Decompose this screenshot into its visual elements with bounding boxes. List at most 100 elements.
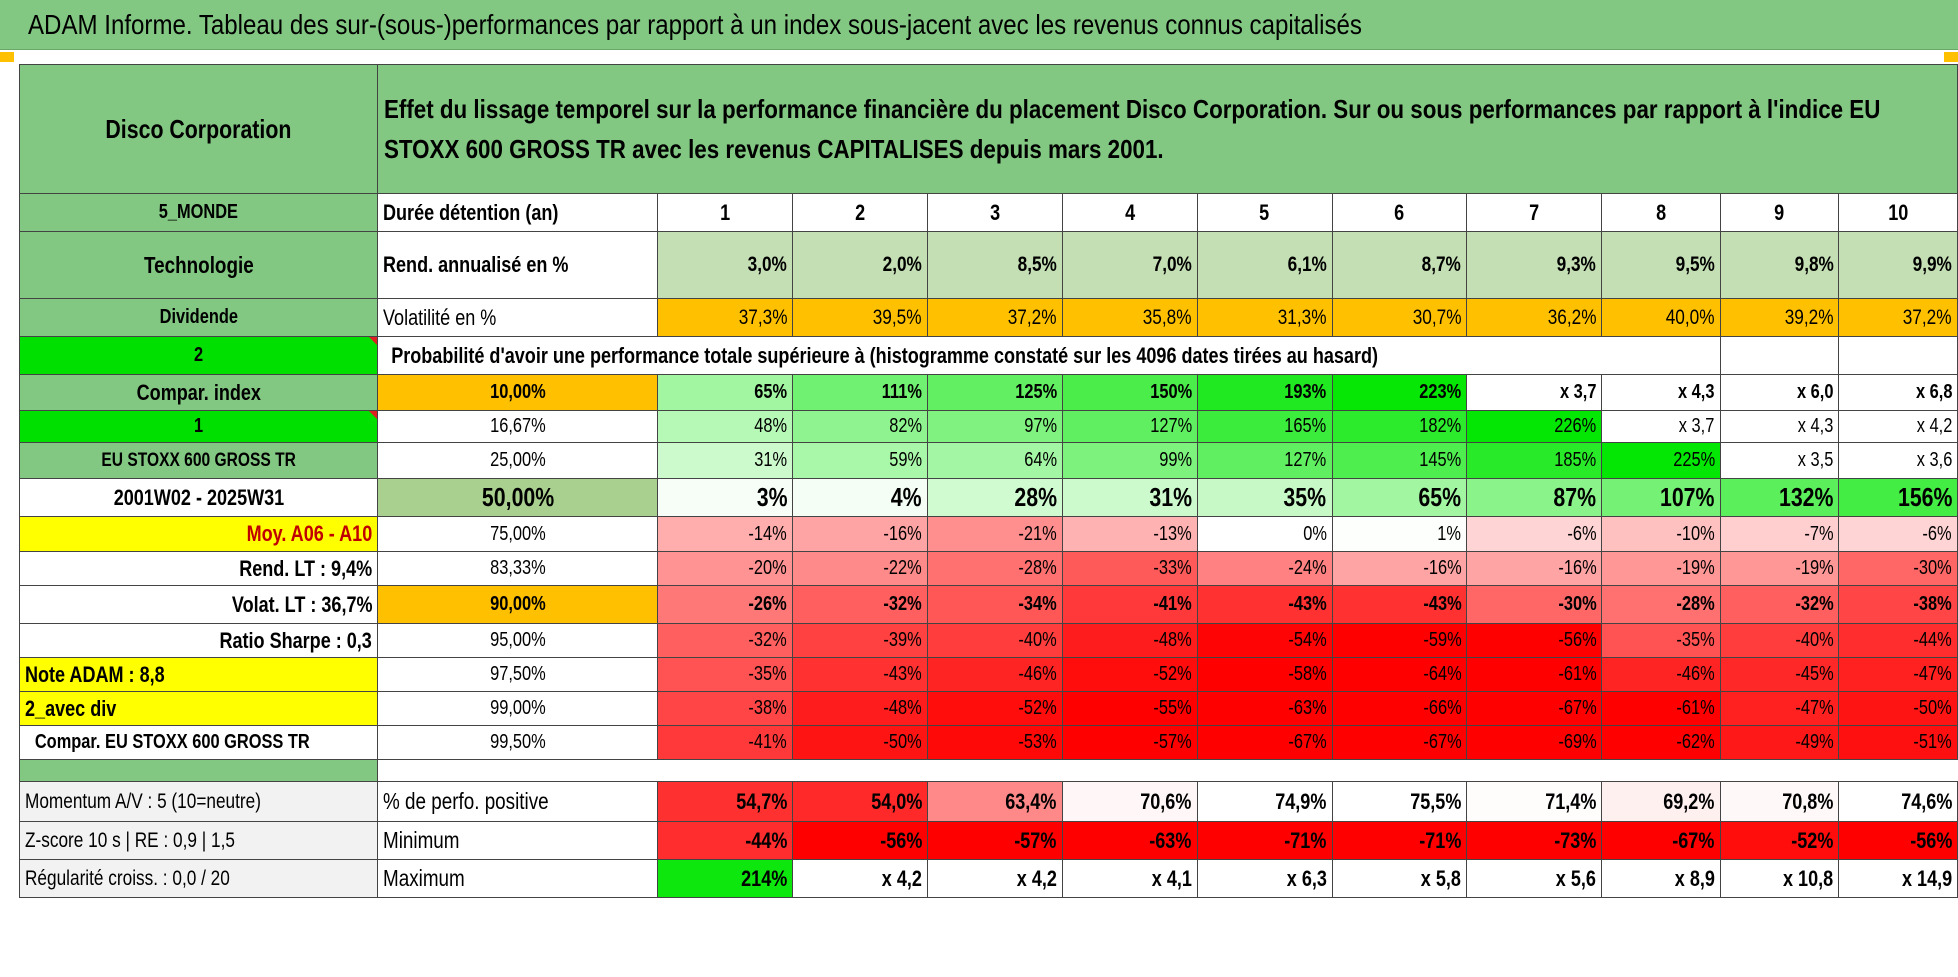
value-cell: -67% xyxy=(1196,725,1333,760)
value-cell: -35% xyxy=(657,657,794,692)
period-cell[interactable]: 2001W02 - 2025W31 xyxy=(18,478,379,517)
value-cell: -32% xyxy=(792,585,928,624)
summary-value-cell: 69,2% xyxy=(1601,781,1721,822)
value-cell: 65% xyxy=(1331,478,1468,517)
avec-div-cell[interactable]: 2_avec div xyxy=(18,691,379,726)
summary-value-cell: 70,8% xyxy=(1719,781,1840,822)
value-cell: 82% xyxy=(792,410,928,443)
vol-cell: 40,0% xyxy=(1601,298,1721,337)
summary-value-cell: -63% xyxy=(1061,821,1198,860)
value-cell: -62% xyxy=(1601,725,1721,760)
compar-full-cell[interactable]: Compar. EU STOXX 600 GROSS TR xyxy=(18,725,379,760)
value-cell: -39% xyxy=(792,623,928,658)
value-cell: 59% xyxy=(792,442,928,479)
value-cell: -49% xyxy=(1719,725,1840,760)
value-cell: -61% xyxy=(1601,691,1721,726)
value-cell: -53% xyxy=(926,725,1063,760)
duree-label: Durée détention (an) xyxy=(377,193,659,232)
value-cell: 3% xyxy=(657,478,794,517)
value-cell: -45% xyxy=(1719,657,1840,692)
company-cell[interactable]: Disco Corporation xyxy=(18,64,379,194)
value-cell: -59% xyxy=(1331,623,1468,658)
value-cell: -51% xyxy=(1838,725,1958,760)
value-cell: 31% xyxy=(1061,478,1198,517)
rend-cell: 7,0% xyxy=(1061,231,1198,299)
summary-value-cell: 74,9% xyxy=(1196,781,1333,822)
quantile-label: 99,00% xyxy=(377,691,659,726)
value-cell: -40% xyxy=(1719,623,1840,658)
quantile-label: 16,67% xyxy=(377,410,659,443)
left-edge-marker xyxy=(0,52,14,62)
value-cell: -13% xyxy=(1061,516,1198,552)
vol-cell: 39,5% xyxy=(792,298,928,337)
rend-cell: 2,0% xyxy=(792,231,928,299)
value-cell: 156% xyxy=(1838,478,1958,517)
rend-lt-cell[interactable]: Rend. LT : 9,4% xyxy=(18,551,379,586)
compar-index-cell[interactable]: Compar. index xyxy=(18,374,379,411)
value-cell: -38% xyxy=(1838,585,1958,624)
rend-cell: 9,3% xyxy=(1466,231,1603,299)
summary-row: Z-score 10 s | RE : 0,9 | 1,5 Minimum -44%… xyxy=(18,821,1958,860)
value-cell: -38% xyxy=(657,691,794,726)
dividend-value-cell[interactable]: 2 xyxy=(18,336,379,375)
vol-cell: 31,3% xyxy=(1196,298,1333,337)
year-cell: 2 xyxy=(792,193,928,232)
value-cell: -47% xyxy=(1719,691,1840,726)
compar-value-cell[interactable]: 1 xyxy=(18,410,379,443)
summary-value-cell: 75,5% xyxy=(1331,781,1468,822)
year-cell: 6 xyxy=(1331,193,1468,232)
value-cell: -48% xyxy=(792,691,928,726)
summary-value-cell: x 4,1 xyxy=(1061,859,1198,898)
value-cell: -41% xyxy=(1061,585,1198,624)
summary-value-cell: x 8,9 xyxy=(1601,859,1721,898)
rend-cell: 9,8% xyxy=(1719,231,1840,299)
value-cell: 35% xyxy=(1196,478,1333,517)
probability-filler xyxy=(1719,336,1840,375)
sector-cell[interactable]: Technologie xyxy=(18,231,379,299)
summary-side-cell[interactable]: Z-score 10 s | RE : 0,9 | 1,5 xyxy=(18,821,379,860)
value-cell: -64% xyxy=(1331,657,1468,692)
spacer-row xyxy=(18,759,1958,782)
year-cell: 3 xyxy=(926,193,1063,232)
value-cell: x 4,3 xyxy=(1719,410,1840,443)
sharpe-cell[interactable]: Ratio Sharpe : 0,3 xyxy=(18,623,379,658)
index-name-cell[interactable]: EU STOXX 600 GROSS TR xyxy=(18,442,379,479)
quantile-row: Ratio Sharpe : 0,3 95,00% -32% -39% -40% -48%… xyxy=(18,623,1958,658)
summary-value-cell: 214% xyxy=(657,859,794,898)
quantile-row: Note ADAM : 8,8 97,50% -35% -43% -46% -52% -58… xyxy=(18,657,1958,692)
value-cell: -52% xyxy=(926,691,1063,726)
dividend-label-cell[interactable]: Dividende xyxy=(18,298,379,337)
rend-cell: 8,5% xyxy=(926,231,1063,299)
summary-value-cell: 54,7% xyxy=(657,781,794,822)
rend-cell: 9,5% xyxy=(1601,231,1721,299)
value-cell: -67% xyxy=(1466,691,1603,726)
value-cell: -33% xyxy=(1061,551,1198,586)
year-cell: 1 xyxy=(657,193,794,232)
summary-side-cell[interactable]: Momentum A/V : 5 (10=neutre) xyxy=(18,781,379,822)
value-cell: -21% xyxy=(926,516,1063,552)
zone-cell[interactable]: 5_MONDE xyxy=(18,193,379,232)
value-cell: x 3,7 xyxy=(1466,374,1603,411)
summary-value-cell: -57% xyxy=(926,821,1063,860)
volat-lt-cell[interactable]: Volat. LT : 36,7% xyxy=(18,585,379,624)
summary-value-cell: 71,4% xyxy=(1466,781,1603,822)
value-cell: -6% xyxy=(1466,516,1603,552)
summary-value-cell: x 14,9 xyxy=(1838,859,1958,898)
note-adam-cell[interactable]: Note ADAM : 8,8 xyxy=(18,657,379,692)
report-title: ADAM Informe. Tableau des sur-(sous-)per… xyxy=(28,9,1362,40)
summary-value-cell: x 10,8 xyxy=(1719,859,1840,898)
rend-cell: 3,0% xyxy=(657,231,794,299)
value-cell: -58% xyxy=(1196,657,1333,692)
summary-value-cell: x 6,3 xyxy=(1196,859,1333,898)
value-cell: -16% xyxy=(1331,551,1468,586)
vol-cell: 36,2% xyxy=(1466,298,1603,337)
value-cell: -48% xyxy=(1061,623,1198,658)
value-cell: -57% xyxy=(1061,725,1198,760)
value-cell: -67% xyxy=(1331,725,1468,760)
value-cell: 145% xyxy=(1331,442,1468,479)
moy-cell[interactable]: Moy. A06 - A10 xyxy=(18,516,379,552)
summary-value-cell: 74,6% xyxy=(1838,781,1958,822)
summary-side-cell[interactable]: Régularité croiss. : 0,0 / 20 xyxy=(18,859,379,898)
value-cell: -43% xyxy=(1331,585,1468,624)
value-cell: -44% xyxy=(1838,623,1958,658)
